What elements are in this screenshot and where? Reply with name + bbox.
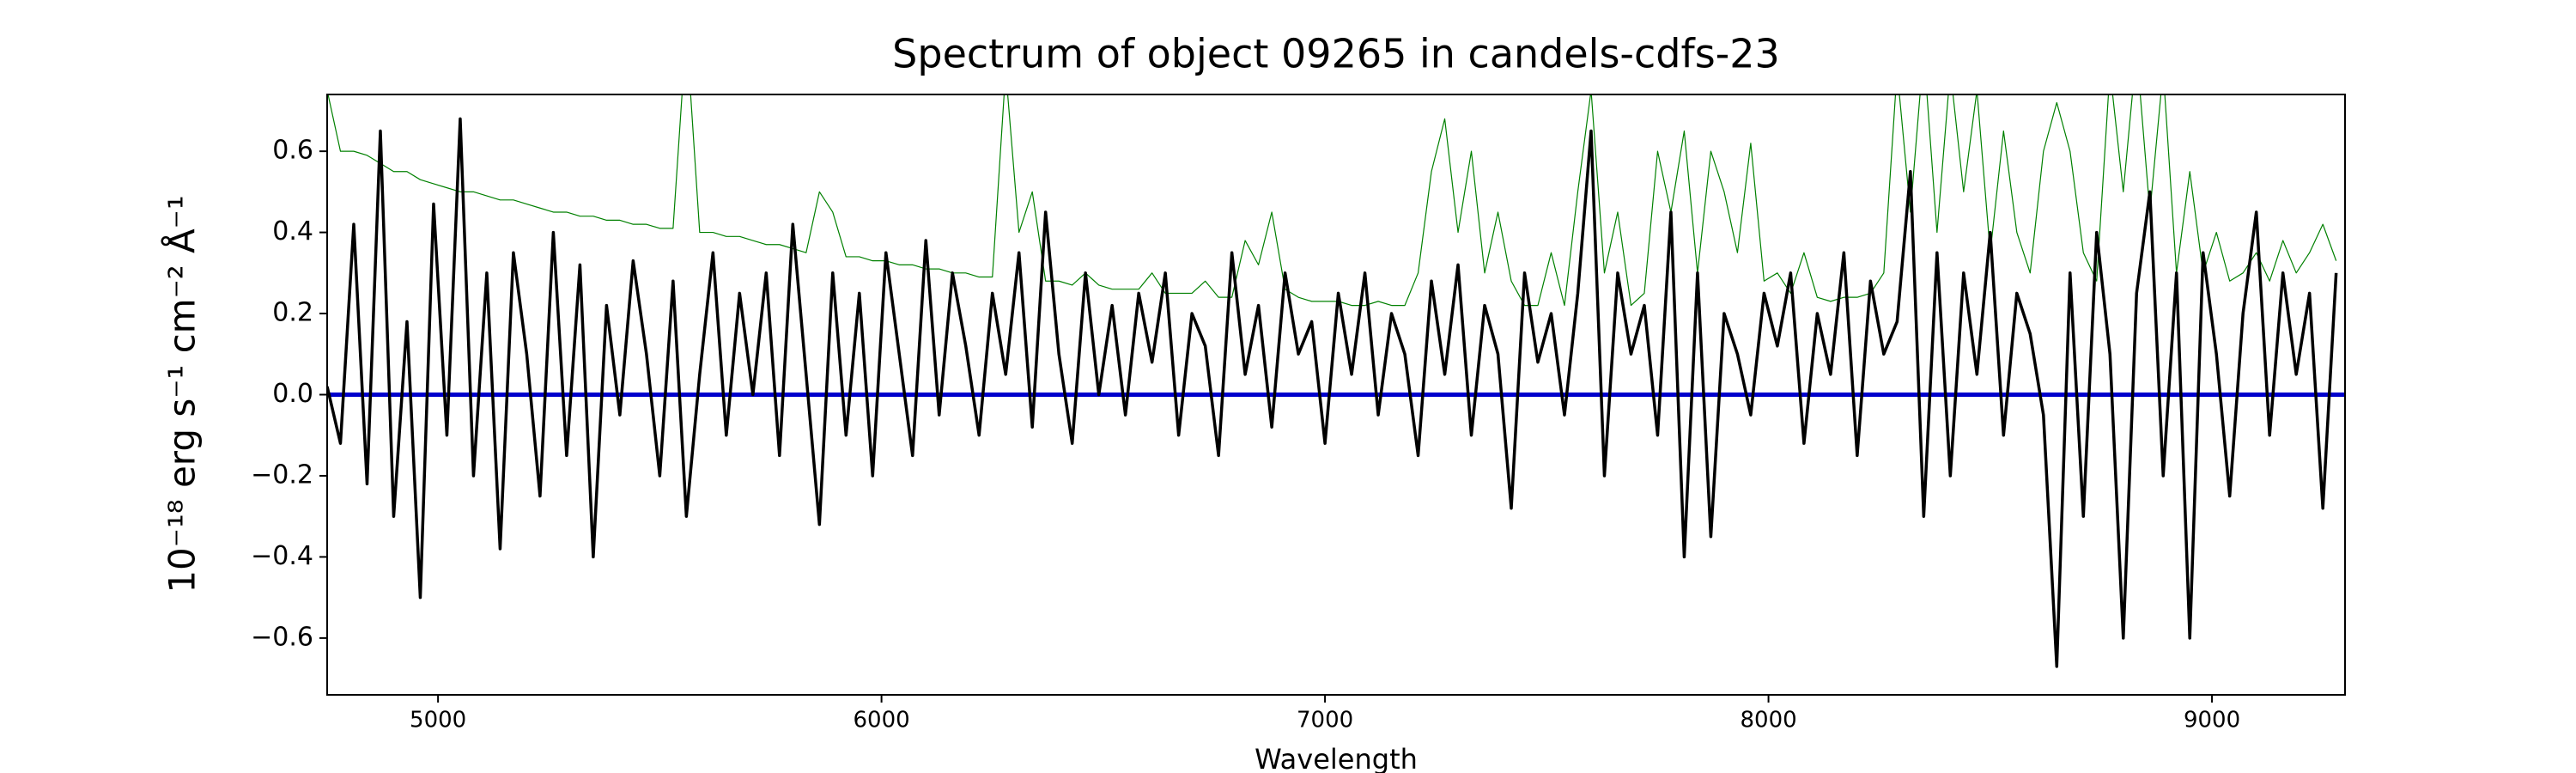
y-tick-label: −0.2 <box>251 460 313 490</box>
y-tick-label: 0.2 <box>272 298 313 328</box>
x-tick-label: 5000 <box>410 708 466 733</box>
x-tick-label: 9000 <box>2184 708 2240 733</box>
x-tick-label: 6000 <box>854 708 910 733</box>
x-tick-label: 8000 <box>1740 708 1796 733</box>
y-tick-label: −0.4 <box>251 541 313 571</box>
plot-area <box>327 94 2345 668</box>
y-axis-label: 10⁻¹⁸ erg s⁻¹ cm⁻² Å⁻¹ <box>161 195 204 593</box>
y-tick-label: 0.6 <box>272 136 313 166</box>
y-tick-label: 0.4 <box>272 216 313 247</box>
x-tick-label: 7000 <box>1297 708 1353 733</box>
x-axis-label: Wavelength <box>1255 743 1418 773</box>
spectrum-line <box>327 94 2337 307</box>
y-tick-label: 0.0 <box>272 379 313 409</box>
spectrum-line <box>327 117 2338 668</box>
chart-title: Spectrum of object 09265 in candels-cdfs… <box>892 31 1780 77</box>
y-tick-label: −0.6 <box>251 622 313 652</box>
